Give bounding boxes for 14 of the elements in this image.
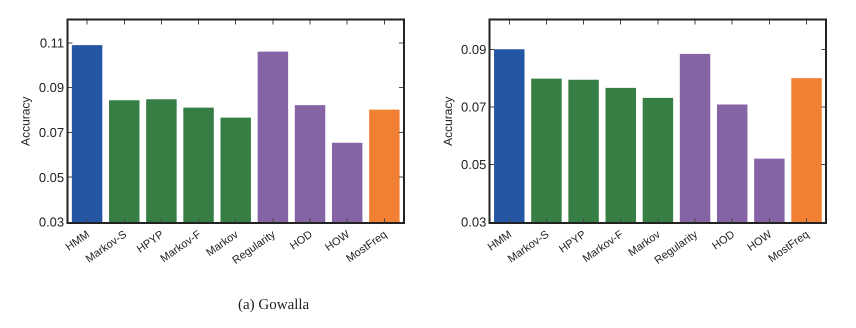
y-tick-label: 0.05 — [38, 170, 64, 185]
y-tick-label: 0.11 — [40, 35, 64, 50]
y-tick-label: 0.07 — [38, 124, 64, 140]
y-tick-label: 0.03 — [461, 214, 486, 230]
y-tick-label: 0.07 — [461, 99, 486, 114]
y-tick-label: 0.09 — [38, 80, 64, 96]
y-axis-title: Accuracy — [440, 96, 455, 146]
x-tick-label: HOD — [710, 228, 738, 252]
text: (a) Gowalla — [238, 297, 310, 313]
y-tick-label: 0.03 — [38, 214, 64, 230]
y-axis-title: Accuracy — [18, 96, 33, 146]
x-tick-label: HOD — [288, 228, 315, 252]
y-tick-label: 0.09 — [461, 42, 486, 57]
y-tick-label: 0.05 — [461, 156, 486, 172]
